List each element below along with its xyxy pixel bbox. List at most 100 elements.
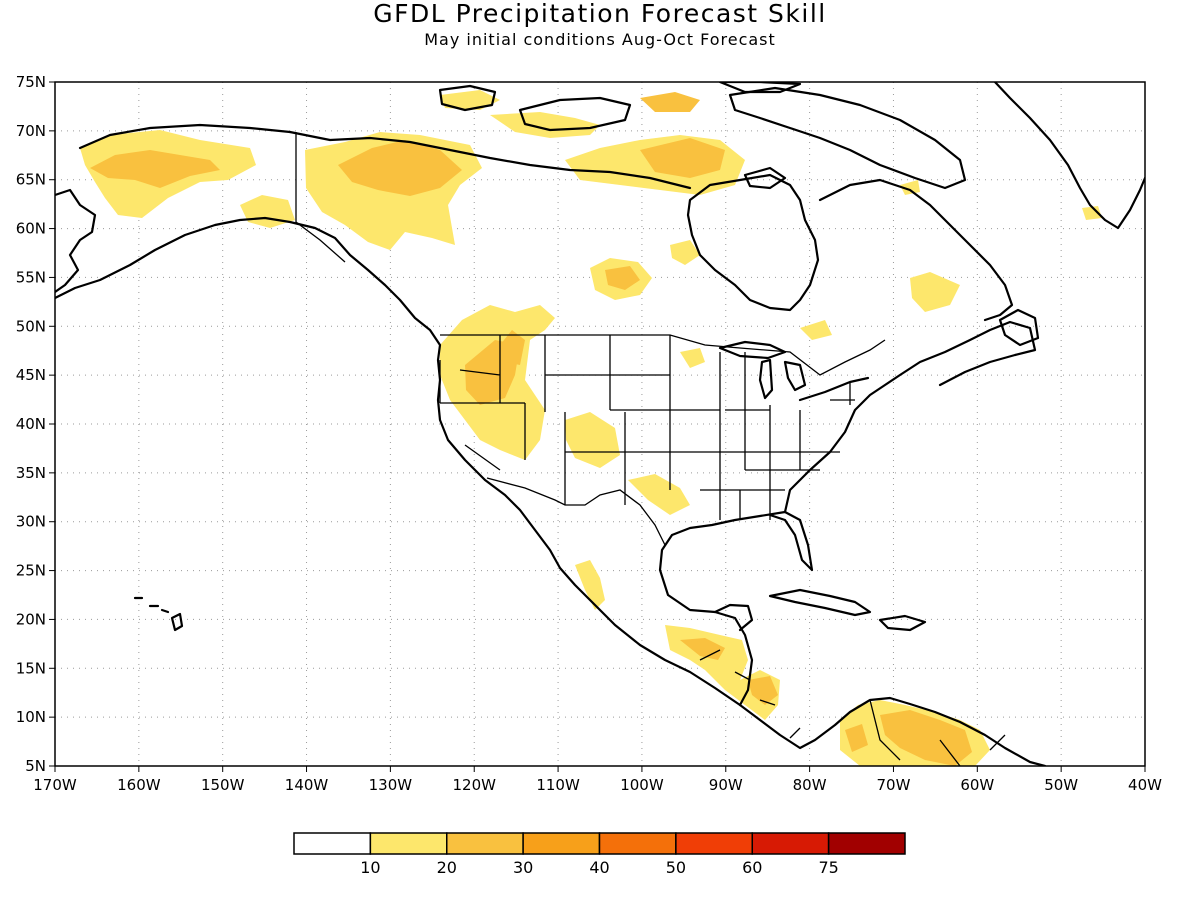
coastline-victoria-island [518,96,632,132]
coastline-yucatan [713,603,754,632]
lon-tick-label: 160W [117,776,161,794]
lon-tick-label: 130W [369,776,413,794]
skill-region-arctic-islands [440,90,500,110]
colorbar-swatch [598,832,677,855]
gridlines [55,82,1145,766]
coastline-us-east [783,320,1037,514]
colorbar-swatch [675,832,753,855]
chart-subtitle: May initial conditions Aug-Oct Forecast [424,30,776,49]
colorbar-swatch [827,832,906,855]
longitude-axis: 170W 160W 150W 140W 130W 120W 110W 100W 90W 80W 70… [33,766,1162,794]
lat-tick-label: 15N [16,659,46,677]
lat-tick-label: 70N [16,122,46,140]
skill-region-labrador-south [800,320,832,340]
skill-region-kivalliq-core [640,138,725,178]
skill-region-arctic-islands-3 [640,92,700,112]
colorbar-label: 60 [742,858,762,877]
coastline-north-america [55,216,1047,766]
border-us-states [439,335,855,520]
skill-region-alaska-core [90,150,220,188]
skill-region-great-basin [500,330,525,365]
colorbar-swatch [751,832,830,855]
coastline-cuba [768,588,872,617]
chart-title: GFDL Precipitation Forecast Skill [373,0,827,28]
colorbar-swatch [522,832,601,855]
skill-region-arctic-islands-2 [490,112,600,138]
colorbar-swatch [369,832,448,855]
skill-region-ontario [670,240,700,265]
colorbar-label: 30 [513,858,533,877]
colorbar-label: 40 [589,858,609,877]
coastline-labrador [818,178,1014,322]
coastline-ellesmere [718,82,802,94]
coastline-greenland [993,82,1145,230]
coastline-gulf-of-mexico [658,510,814,707]
skill-region-colorado [565,412,620,468]
lat-tick-label: 25N [16,562,46,580]
coastline-canada-north [288,130,692,190]
lon-tick-label: 60W [960,776,994,794]
coastline-lake-huron [783,360,807,392]
lon-tick-label: 50W [1044,776,1078,794]
lat-tick-label: 30N [16,513,46,531]
coastline-lake-michigan [758,358,774,400]
lat-tick-label: 40N [16,415,46,433]
lat-tick-label: 50N [16,317,46,335]
map-plot-area [54,81,1146,767]
colorbar-label: 20 [437,858,457,877]
lon-tick-label: 150W [201,776,245,794]
latitude-axis: 75N 70N 65N 60N 55N 50N 45N 40N 35N 30N 25N 20N 15N 1… [16,73,55,775]
border-us-canada [440,334,886,376]
lon-tick-label: 120W [452,776,496,794]
coastline-hispaniola [878,614,927,632]
colorbar-swatch [293,832,372,855]
lon-tick-label: 90W [709,776,743,794]
skill-region-manitoba-core [605,266,640,290]
skill-region-quebec [910,272,960,312]
skill-region-greenland [1082,206,1102,220]
coastline-newfoundland [998,308,1040,347]
lat-tick-label: 35N [16,464,46,482]
coastline-hawaii [170,612,184,632]
lat-tick-label: 5N [25,757,46,775]
lat-tick-label: 45N [16,366,46,384]
lon-tick-label: 170W [33,776,77,794]
coastline-baffin-island [728,86,967,190]
skill-region-baffin [900,180,920,195]
skill-region-honduras [748,676,778,705]
lon-tick-label: 70W [877,776,911,794]
lat-tick-label: 20N [16,610,46,628]
lon-tick-label: 100W [620,776,664,794]
border-central-america [699,649,801,739]
coastline-hawaii-islands [133,596,170,614]
border-south-america [869,699,1006,766]
colorbar: 10 20 30 40 50 60 75 [293,832,906,877]
skill-shading [80,90,1102,766]
coastline-hudson-bay [686,173,820,312]
skill-region-western-mexico [575,560,605,610]
lon-tick-label: 40W [1128,776,1162,794]
lon-tick-label: 80W [793,776,827,794]
coastlines-and-borders [55,82,1145,766]
border-alaska-canada [295,132,346,263]
colorbar-label: 10 [360,858,380,877]
lat-tick-label: 60N [16,220,46,238]
colorbar-swatch [446,832,524,855]
skill-region-orinoco [845,724,868,752]
skill-region-great-lakes-west [680,348,705,368]
coastline-southampton [743,166,787,190]
coastline-banks-island [438,84,497,112]
coastline-alaska-west [55,188,97,294]
lat-tick-label: 75N [16,73,46,91]
coastline-lake-erie-ontario [798,376,870,402]
lat-tick-label: 65N [16,171,46,189]
skill-region-northwest-territories-core [338,140,462,196]
border-us-mexico [486,477,666,546]
lon-tick-label: 110W [536,776,580,794]
lat-tick-label: 10N [16,708,46,726]
colorbar-label: 75 [818,858,838,877]
skill-region-texas-mexico [628,474,690,515]
skill-region-central-america-core [680,638,725,660]
lat-tick-label: 55N [16,268,46,286]
